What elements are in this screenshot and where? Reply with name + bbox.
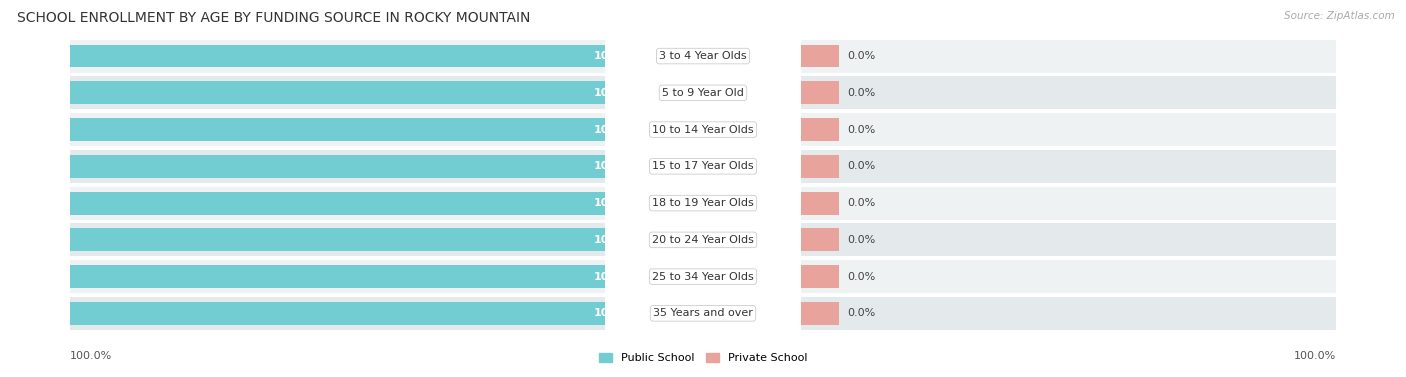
Bar — [801, 302, 839, 325]
Text: 100.0%: 100.0% — [593, 51, 640, 61]
Bar — [801, 76, 1336, 109]
Legend: Public School, Private School: Public School, Private School — [595, 349, 811, 368]
Text: 18 to 19 Year Olds: 18 to 19 Year Olds — [652, 198, 754, 208]
Bar — [70, 223, 605, 256]
Text: 100.0%: 100.0% — [593, 88, 640, 98]
Bar — [70, 40, 605, 73]
Text: 100.0%: 100.0% — [593, 308, 640, 319]
Bar — [70, 228, 605, 251]
Bar — [801, 45, 839, 67]
Text: 0.0%: 0.0% — [846, 271, 875, 282]
Bar — [801, 265, 839, 288]
Text: 100.0%: 100.0% — [70, 351, 112, 361]
Bar — [801, 223, 1336, 256]
Text: 100.0%: 100.0% — [593, 271, 640, 282]
Text: 0.0%: 0.0% — [846, 235, 875, 245]
Text: 35 Years and over: 35 Years and over — [652, 308, 754, 319]
Bar — [801, 297, 1336, 330]
Text: 100.0%: 100.0% — [593, 235, 640, 245]
Bar — [801, 150, 1336, 183]
Bar — [70, 187, 605, 220]
Bar — [70, 76, 605, 109]
Bar — [801, 40, 1336, 73]
Text: 0.0%: 0.0% — [846, 161, 875, 172]
Text: 100.0%: 100.0% — [593, 161, 640, 172]
Text: 0.0%: 0.0% — [846, 124, 875, 135]
Bar — [70, 118, 605, 141]
Bar — [801, 260, 1336, 293]
Bar — [70, 265, 605, 288]
Text: 0.0%: 0.0% — [846, 88, 875, 98]
Bar — [801, 113, 1336, 146]
Text: Source: ZipAtlas.com: Source: ZipAtlas.com — [1284, 11, 1395, 21]
Text: 20 to 24 Year Olds: 20 to 24 Year Olds — [652, 235, 754, 245]
Bar — [801, 228, 839, 251]
Bar — [70, 155, 605, 178]
Bar — [801, 155, 839, 178]
Bar — [70, 45, 605, 67]
Text: 100.0%: 100.0% — [593, 124, 640, 135]
Bar — [70, 113, 605, 146]
Bar — [70, 192, 605, 215]
Text: SCHOOL ENROLLMENT BY AGE BY FUNDING SOURCE IN ROCKY MOUNTAIN: SCHOOL ENROLLMENT BY AGE BY FUNDING SOUR… — [17, 11, 530, 25]
Bar — [70, 81, 605, 104]
Text: 0.0%: 0.0% — [846, 308, 875, 319]
Text: 15 to 17 Year Olds: 15 to 17 Year Olds — [652, 161, 754, 172]
Text: 100.0%: 100.0% — [593, 198, 640, 208]
Text: 0.0%: 0.0% — [846, 51, 875, 61]
Text: 5 to 9 Year Old: 5 to 9 Year Old — [662, 88, 744, 98]
Text: 10 to 14 Year Olds: 10 to 14 Year Olds — [652, 124, 754, 135]
Text: 0.0%: 0.0% — [846, 198, 875, 208]
Bar — [801, 192, 839, 215]
Bar — [70, 297, 605, 330]
Bar — [70, 302, 605, 325]
Text: 100.0%: 100.0% — [1294, 351, 1336, 361]
Text: 3 to 4 Year Olds: 3 to 4 Year Olds — [659, 51, 747, 61]
Bar — [70, 150, 605, 183]
Bar — [801, 118, 839, 141]
Bar — [801, 81, 839, 104]
Bar — [70, 260, 605, 293]
Text: 25 to 34 Year Olds: 25 to 34 Year Olds — [652, 271, 754, 282]
Bar — [801, 187, 1336, 220]
